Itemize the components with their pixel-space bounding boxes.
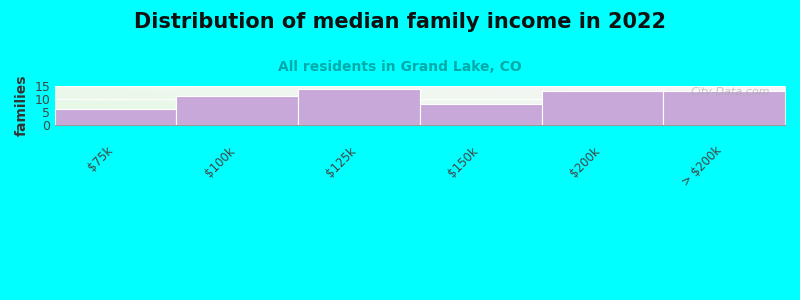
Text: Distribution of median family income in 2022: Distribution of median family income in … xyxy=(134,12,666,32)
Text: $200k: $200k xyxy=(567,144,602,179)
Bar xyxy=(176,96,298,125)
Text: $100k: $100k xyxy=(202,144,237,179)
Bar xyxy=(54,109,176,125)
Text: $150k: $150k xyxy=(446,144,481,179)
Bar xyxy=(542,91,663,125)
Bar xyxy=(420,104,542,125)
Text: All residents in Grand Lake, CO: All residents in Grand Lake, CO xyxy=(278,60,522,74)
Y-axis label: families: families xyxy=(15,75,29,136)
Text: > $200k: > $200k xyxy=(679,144,724,189)
Bar xyxy=(298,88,420,125)
Text: $75k: $75k xyxy=(86,144,115,174)
Text: $125k: $125k xyxy=(324,144,359,179)
Bar xyxy=(663,91,785,125)
Text: City-Data.com: City-Data.com xyxy=(691,87,770,97)
